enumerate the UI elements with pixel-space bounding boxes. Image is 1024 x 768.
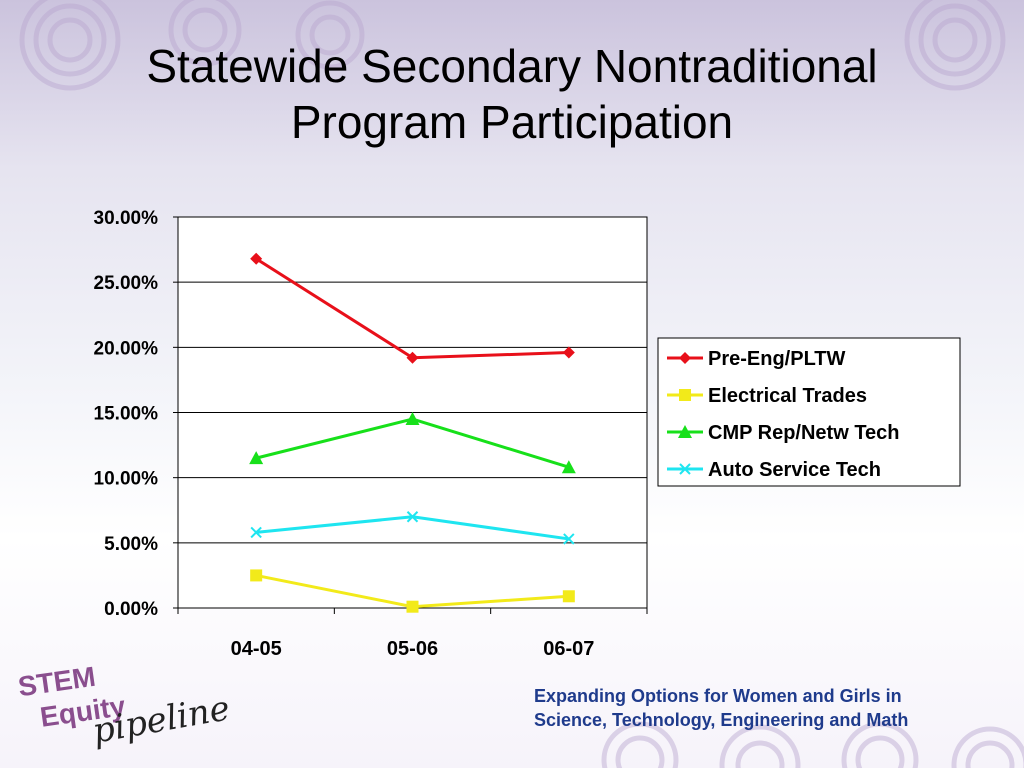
legend-marker [679, 463, 691, 475]
legend-marker [679, 389, 691, 401]
slide-title-line-2: Program Participation [290, 96, 734, 148]
y-tick-label: 15.00% [94, 404, 159, 425]
x-tick-label: 04-05 [231, 638, 282, 660]
data-point [405, 412, 420, 426]
data-point [250, 252, 263, 265]
legend-label: Pre-Eng/PLTW [708, 348, 846, 370]
tagline-line-2: Science, Technology, Engineering and Mat… [534, 710, 909, 730]
legend-label: Electrical Trades [708, 385, 867, 407]
tagline-line-1: Expanding Options for Women and Girls in [534, 686, 902, 706]
y-tick-label: 30.00% [94, 208, 159, 229]
legend-label: CMP Rep/Netw Tech [708, 422, 900, 444]
y-tick-label: 5.00% [104, 534, 158, 555]
x-tick-label: 05-06 [387, 638, 438, 660]
x-tick-label: 06-07 [543, 638, 594, 660]
legend-marker [678, 425, 692, 438]
y-tick-label: 25.00% [94, 273, 159, 294]
legend-label: Auto Service Tech [708, 459, 881, 481]
data-point [406, 600, 419, 613]
tagline: Expanding Options for Women and Girls in… [534, 684, 908, 732]
legend-box [657, 337, 961, 487]
slide-title: Statewide Secondary Nontraditional Progr… [0, 38, 1024, 150]
data-point [406, 351, 419, 364]
data-point [563, 533, 575, 545]
legend-marker [679, 352, 691, 364]
data-point [562, 590, 575, 603]
data-point [249, 451, 264, 465]
data-point [406, 511, 419, 523]
slide-title-line-1: Statewide Secondary Nontraditional [146, 40, 878, 92]
data-point [250, 526, 262, 539]
data-point [562, 346, 575, 359]
data-point [561, 460, 576, 474]
data-point [250, 569, 263, 582]
y-tick-label: 20.00% [94, 338, 159, 359]
y-tick-label: 10.00% [94, 469, 159, 490]
stem-equity-pipeline-logo: STEM Equity pipeline [14, 660, 233, 760]
y-tick-label: 0.00% [104, 599, 158, 620]
